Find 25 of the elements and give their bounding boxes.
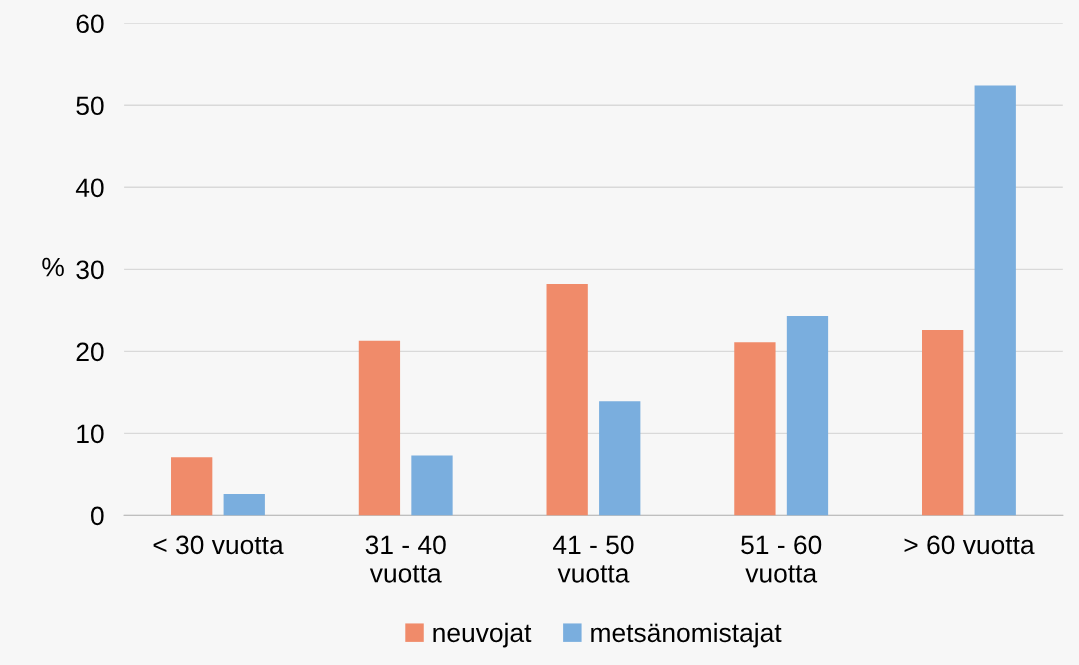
- y-tick-label: 20: [76, 342, 104, 362]
- y-tick-label: 40: [75, 178, 104, 198]
- bar: [599, 401, 641, 516]
- x-tick-label: 51 - 60 vuotta: [741, 535, 822, 583]
- bar: [786, 316, 829, 516]
- bar: [223, 494, 265, 516]
- x-tick-label: < 30 vuotta: [153, 535, 284, 555]
- bar: [411, 455, 453, 516]
- x-tick-label: 41 - 50 vuotta: [552, 535, 634, 583]
- bar: [734, 342, 776, 516]
- y-tick-label: 50: [76, 96, 104, 116]
- bar: [974, 85, 1016, 516]
- y-tick-label: 0: [91, 506, 104, 526]
- y-tick-label: 30: [76, 260, 104, 280]
- x-tick-label: 31 - 40 vuotta: [365, 535, 446, 583]
- y-axis-title: %: [42, 257, 64, 277]
- y-tick-label: 10: [77, 424, 104, 444]
- legend-label: neuvojat: [433, 622, 532, 648]
- bar: [546, 284, 588, 516]
- bar: [922, 330, 964, 516]
- bar: [171, 457, 213, 516]
- y-tick-label: 60: [76, 14, 104, 34]
- bar: [358, 340, 401, 516]
- x-tick-label: > 60 vuotta: [904, 535, 1035, 555]
- legend-label: metsänomistajat: [591, 622, 782, 648]
